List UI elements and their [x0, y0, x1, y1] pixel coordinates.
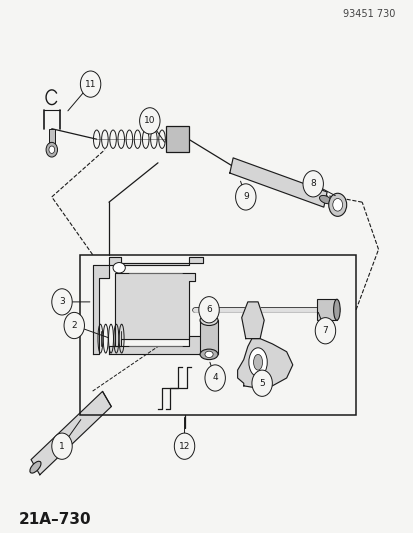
Text: 5: 5 [259, 379, 264, 387]
Bar [199, 320, 218, 354]
Bar [316, 299, 336, 320]
Ellipse shape [30, 461, 41, 473]
Bar [166, 126, 188, 152]
Text: 10: 10 [144, 116, 155, 125]
Circle shape [332, 198, 342, 211]
Text: 3: 3 [59, 297, 65, 306]
Text: 21A–730: 21A–730 [19, 512, 92, 527]
Text: 93451 730: 93451 730 [342, 9, 394, 19]
Ellipse shape [199, 349, 218, 360]
Circle shape [64, 312, 84, 338]
Polygon shape [237, 338, 292, 389]
Circle shape [328, 193, 346, 216]
Text: 7: 7 [322, 326, 328, 335]
Circle shape [302, 171, 323, 197]
Text: 12: 12 [178, 442, 190, 451]
Ellipse shape [248, 348, 267, 377]
Text: 2: 2 [71, 321, 77, 330]
Polygon shape [115, 273, 194, 346]
Polygon shape [229, 158, 326, 207]
Ellipse shape [333, 299, 339, 320]
Circle shape [235, 184, 255, 210]
Bar [80, 255, 355, 415]
Ellipse shape [253, 354, 262, 370]
Circle shape [204, 365, 225, 391]
Circle shape [252, 370, 272, 397]
Ellipse shape [46, 142, 57, 157]
Text: 9: 9 [242, 192, 248, 201]
Circle shape [198, 297, 219, 323]
Ellipse shape [113, 263, 125, 273]
Circle shape [314, 318, 335, 344]
Circle shape [52, 289, 72, 315]
Text: 6: 6 [206, 305, 211, 314]
Text: 4: 4 [212, 374, 218, 383]
Polygon shape [31, 391, 111, 475]
Bar [48, 128, 55, 150]
Ellipse shape [204, 351, 213, 358]
Ellipse shape [319, 196, 330, 204]
Polygon shape [93, 257, 202, 354]
Text: 1: 1 [59, 442, 65, 451]
Polygon shape [241, 302, 263, 338]
Text: 11: 11 [85, 79, 96, 88]
Circle shape [174, 433, 194, 459]
Circle shape [52, 433, 72, 459]
Ellipse shape [199, 315, 218, 326]
Circle shape [80, 71, 100, 97]
Circle shape [139, 108, 160, 134]
Ellipse shape [49, 146, 55, 154]
Polygon shape [109, 336, 202, 354]
Text: 8: 8 [310, 179, 315, 188]
